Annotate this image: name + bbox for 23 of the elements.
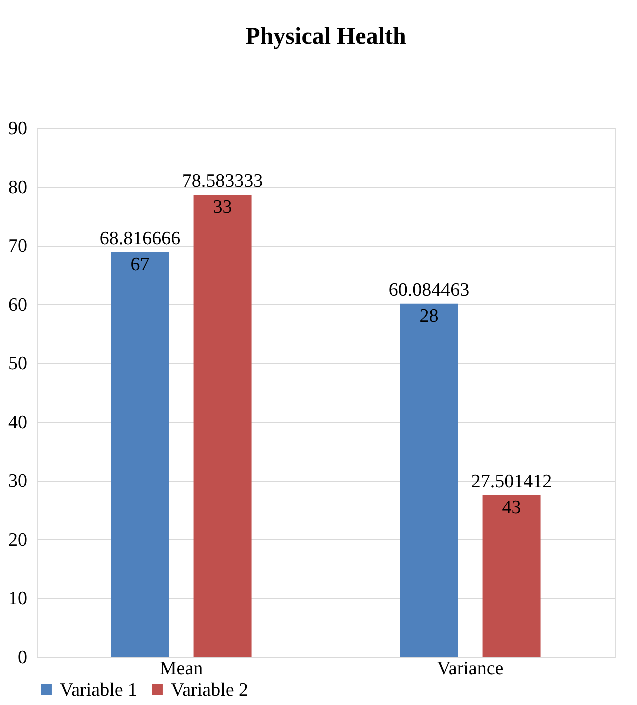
data-label: 27.501412 43 bbox=[471, 471, 552, 518]
y-tick-label: 10 bbox=[8, 588, 28, 610]
y-tick-label: 40 bbox=[8, 412, 28, 434]
x-tick-label: Mean bbox=[160, 658, 204, 680]
bar bbox=[482, 495, 541, 657]
y-tick-label: 60 bbox=[8, 294, 28, 316]
y-tick-label: 30 bbox=[8, 471, 28, 492]
legend-label: Variable 2 bbox=[171, 680, 249, 701]
bar bbox=[111, 252, 170, 657]
y-tick-label: 70 bbox=[8, 236, 28, 258]
y-tick-label: 0 bbox=[18, 648, 28, 668]
x-tick-label: Variance bbox=[437, 658, 504, 680]
data-label: 60.084463 28 bbox=[388, 280, 470, 327]
data-label: 78.583333 33 bbox=[182, 171, 264, 218]
data-label: 68.816666 67 bbox=[100, 228, 181, 276]
bar bbox=[194, 195, 252, 657]
y-tick-label: 20 bbox=[8, 530, 28, 551]
bar bbox=[400, 304, 458, 657]
y-tick-label: 90 bbox=[8, 118, 28, 140]
chart-title: Physical Health bbox=[246, 24, 406, 50]
y-tick-label: 50 bbox=[8, 354, 28, 375]
y-tick-label: 80 bbox=[8, 177, 28, 198]
legend-label: Variable 1 bbox=[60, 680, 138, 701]
